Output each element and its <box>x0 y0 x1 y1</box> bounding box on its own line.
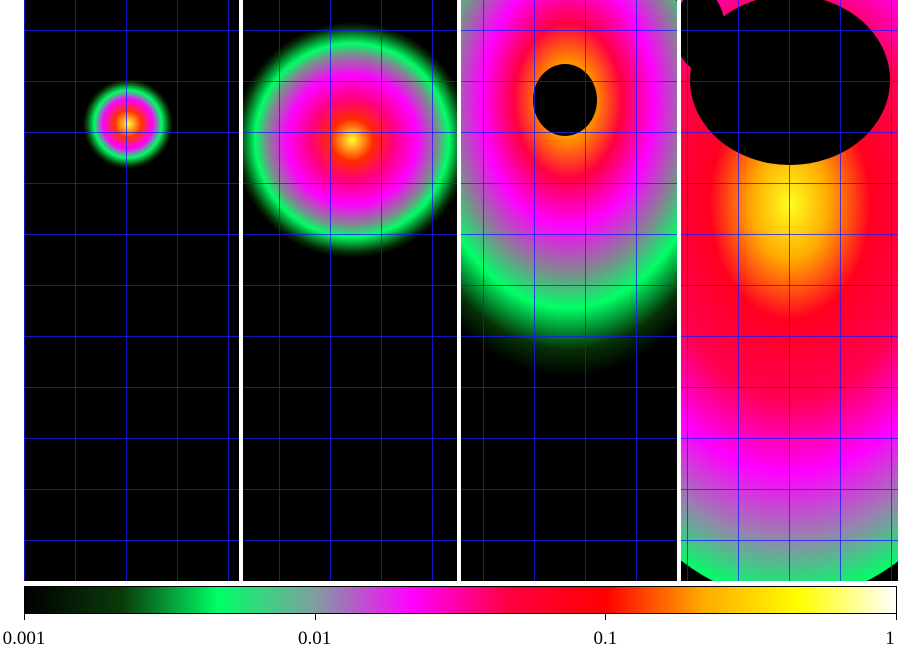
colorbar-tick-label: 0.001 <box>2 628 46 649</box>
panel-2 <box>243 0 457 583</box>
colorbar-tick-label: 1 <box>885 628 895 649</box>
colorbar-tick-mark <box>314 614 316 620</box>
panel-4 <box>681 0 898 583</box>
colorbar <box>24 586 897 614</box>
panel-1 <box>24 0 239 583</box>
colorbar-tick-mark <box>605 614 607 620</box>
colorbar-tick-label: 0.1 <box>593 628 618 649</box>
colorbar-tick-mark <box>24 614 25 620</box>
emission-panels <box>24 0 898 583</box>
panel-3 <box>461 0 677 583</box>
colorbar-tick-label: 0.01 <box>298 628 332 649</box>
colorbar-tick-mark <box>896 614 897 620</box>
